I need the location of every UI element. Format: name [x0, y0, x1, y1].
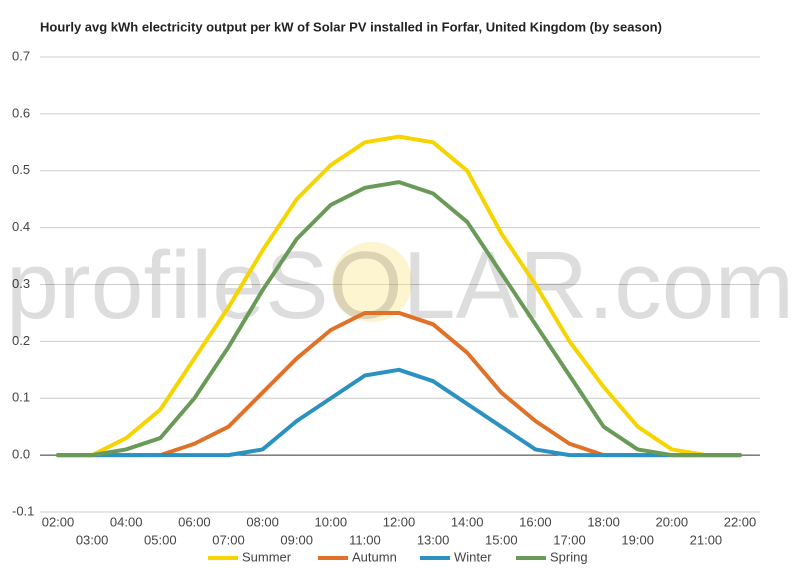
- x-tick-label: 06:00: [178, 514, 211, 529]
- legend-label: Autumn: [352, 549, 397, 564]
- x-tick-label: 08:00: [246, 514, 279, 529]
- series-line: [56, 367, 742, 458]
- legend-label: Summer: [242, 549, 292, 564]
- x-tick-label: 02:00: [42, 514, 75, 529]
- x-tick-label: 19:00: [621, 532, 654, 547]
- x-tick-label: 18:00: [587, 514, 620, 529]
- x-tick-label: 05:00: [144, 532, 177, 547]
- y-tick-label: -0.1: [12, 503, 34, 518]
- watermark-sun: [332, 242, 412, 322]
- x-tick-label: 07:00: [212, 532, 245, 547]
- x-tick-label: 03:00: [76, 532, 109, 547]
- x-tick-label: 13:00: [417, 532, 450, 547]
- series-line: [56, 134, 742, 458]
- x-tick-label: 21:00: [690, 532, 723, 547]
- legend-label: Winter: [454, 549, 492, 564]
- y-tick-label: 0.1: [12, 390, 30, 405]
- y-tick-label: 0.0: [12, 447, 30, 462]
- x-tick-label: 04:00: [110, 514, 143, 529]
- x-tick-label: 22:00: [724, 514, 757, 529]
- x-tick-label: 11:00: [349, 532, 381, 547]
- legend-label: Spring: [550, 549, 588, 564]
- y-tick-label: 0.2: [12, 333, 30, 348]
- x-tick-label: 15:00: [485, 532, 518, 547]
- x-tick-label: 17:00: [553, 532, 586, 547]
- y-tick-label: 0.5: [12, 162, 30, 177]
- y-tick-label: 0.3: [12, 276, 30, 291]
- chart-title: Hourly avg kWh electricity output per kW…: [40, 19, 662, 34]
- y-tick-label: 0.7: [12, 48, 30, 63]
- x-tick-label: 09:00: [280, 532, 313, 547]
- x-tick-label: 20:00: [656, 514, 689, 529]
- y-tick-label: 0.4: [12, 219, 30, 234]
- series-line: [56, 180, 742, 458]
- watermark: profileSOLAR.com: [6, 232, 794, 339]
- x-tick-label: 16:00: [519, 514, 552, 529]
- y-tick-label: 0.6: [12, 105, 30, 120]
- x-tick-label: 12:00: [383, 514, 416, 529]
- x-tick-label: 14:00: [451, 514, 484, 529]
- x-tick-label: 10:00: [315, 514, 348, 529]
